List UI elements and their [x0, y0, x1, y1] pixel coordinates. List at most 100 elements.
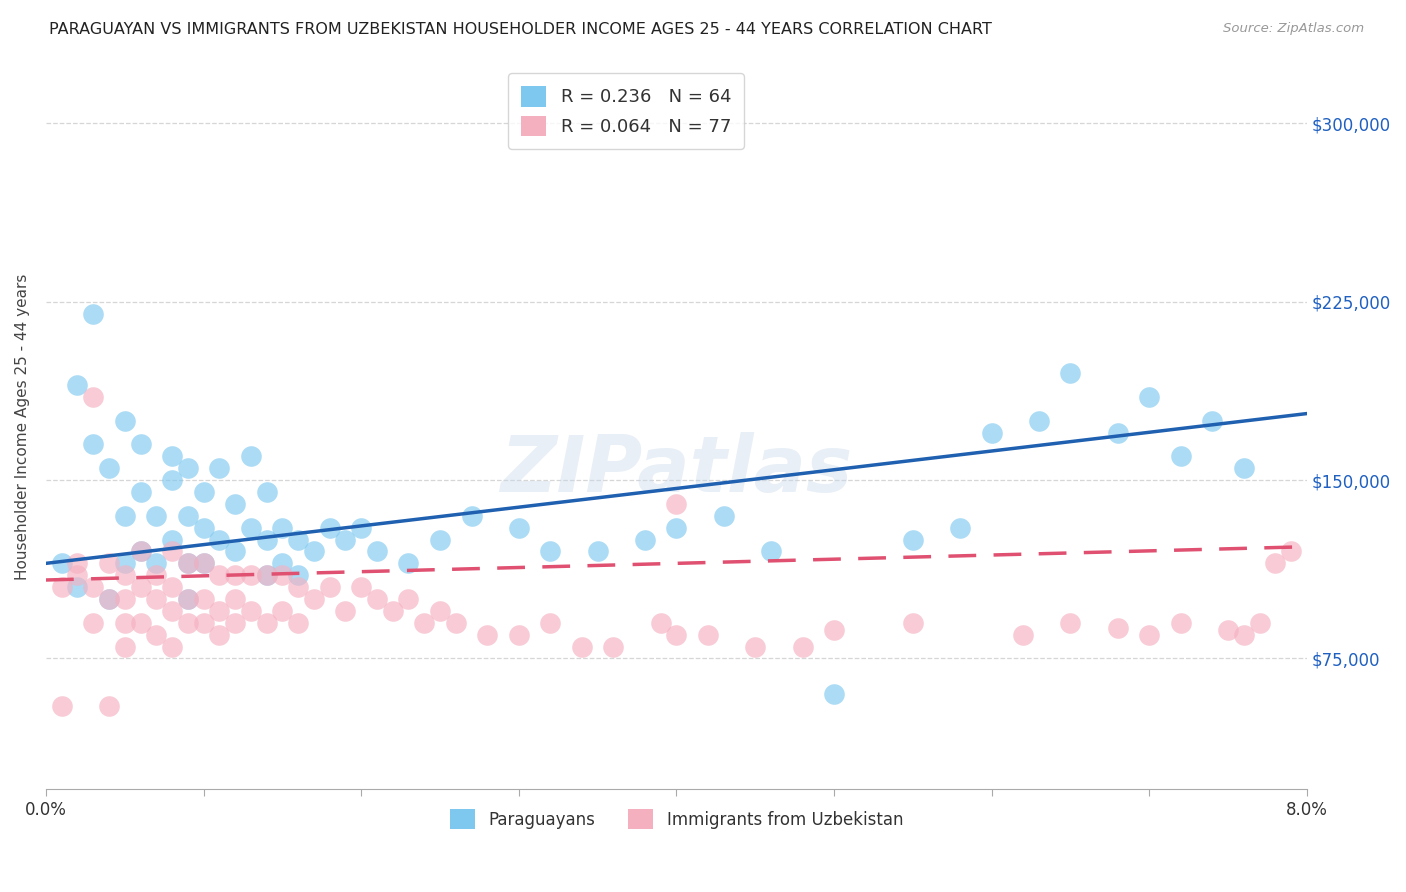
Point [460, 508, 482, 523]
Point [208, 604, 231, 618]
Point [208, 628, 231, 642]
Point [98, 592, 121, 607]
Point [335, 604, 357, 618]
Point [823, 623, 845, 637]
Point [239, 568, 262, 582]
Point [1107, 621, 1129, 635]
Point [177, 557, 200, 571]
Point [744, 640, 766, 654]
Point [98, 557, 121, 571]
Point [1012, 628, 1035, 642]
Point [66, 580, 89, 594]
Point [271, 604, 294, 618]
Point [444, 615, 467, 630]
Point [98, 592, 121, 607]
Point [129, 485, 152, 500]
Point [66, 568, 89, 582]
Point [256, 533, 278, 547]
Point [177, 615, 200, 630]
Point [256, 615, 278, 630]
Point [429, 604, 451, 618]
Point [160, 533, 183, 547]
Point [129, 544, 152, 558]
Point [114, 508, 136, 523]
Point [1059, 366, 1081, 380]
Point [287, 615, 309, 630]
Point [114, 592, 136, 607]
Point [1028, 414, 1050, 428]
Point [1137, 628, 1160, 642]
Point [665, 497, 688, 511]
Point [82, 580, 104, 594]
Point [1249, 615, 1271, 630]
Point [1216, 623, 1239, 637]
Point [256, 568, 278, 582]
Point [477, 628, 499, 642]
Point [51, 580, 73, 594]
Point [177, 508, 200, 523]
Point [271, 521, 294, 535]
Point [901, 533, 924, 547]
Point [82, 615, 104, 630]
Point [949, 521, 972, 535]
Point [224, 497, 246, 511]
Point [901, 615, 924, 630]
Point [1137, 390, 1160, 404]
Point [145, 592, 167, 607]
Point [193, 557, 215, 571]
Legend: Paraguayans, Immigrants from Uzbekistan: Paraguayans, Immigrants from Uzbekistan [443, 803, 910, 835]
Point [114, 615, 136, 630]
Point [66, 378, 89, 392]
Point [129, 615, 152, 630]
Point [193, 485, 215, 500]
Point [224, 544, 246, 558]
Point [1233, 628, 1256, 642]
Point [1279, 544, 1302, 558]
Point [287, 580, 309, 594]
Point [208, 568, 231, 582]
Point [665, 521, 688, 535]
Point [129, 437, 152, 451]
Text: PARAGUAYAN VS IMMIGRANTS FROM UZBEKISTAN HOUSEHOLDER INCOME AGES 25 - 44 YEARS C: PARAGUAYAN VS IMMIGRANTS FROM UZBEKISTAN… [49, 22, 993, 37]
Point [1059, 615, 1081, 630]
Point [256, 485, 278, 500]
Point [792, 640, 814, 654]
Point [193, 592, 215, 607]
Point [114, 414, 136, 428]
Point [224, 615, 246, 630]
Point [114, 640, 136, 654]
Point [114, 568, 136, 582]
Point [224, 592, 246, 607]
Point [508, 628, 530, 642]
Point [697, 628, 720, 642]
Point [980, 425, 1002, 440]
Point [239, 521, 262, 535]
Point [586, 544, 609, 558]
Point [413, 615, 436, 630]
Point [160, 580, 183, 594]
Point [82, 307, 104, 321]
Point [366, 544, 388, 558]
Text: Source: ZipAtlas.com: Source: ZipAtlas.com [1223, 22, 1364, 36]
Point [302, 592, 325, 607]
Point [160, 640, 183, 654]
Point [302, 544, 325, 558]
Point [1170, 450, 1192, 464]
Point [51, 698, 73, 713]
Point [82, 437, 104, 451]
Point [759, 544, 782, 558]
Point [287, 568, 309, 582]
Point [82, 390, 104, 404]
Point [239, 450, 262, 464]
Point [129, 544, 152, 558]
Point [1233, 461, 1256, 475]
Point [508, 521, 530, 535]
Point [335, 533, 357, 547]
Point [51, 557, 73, 571]
Point [271, 557, 294, 571]
Point [193, 615, 215, 630]
Point [145, 568, 167, 582]
Point [665, 628, 688, 642]
Point [193, 557, 215, 571]
Point [538, 615, 561, 630]
